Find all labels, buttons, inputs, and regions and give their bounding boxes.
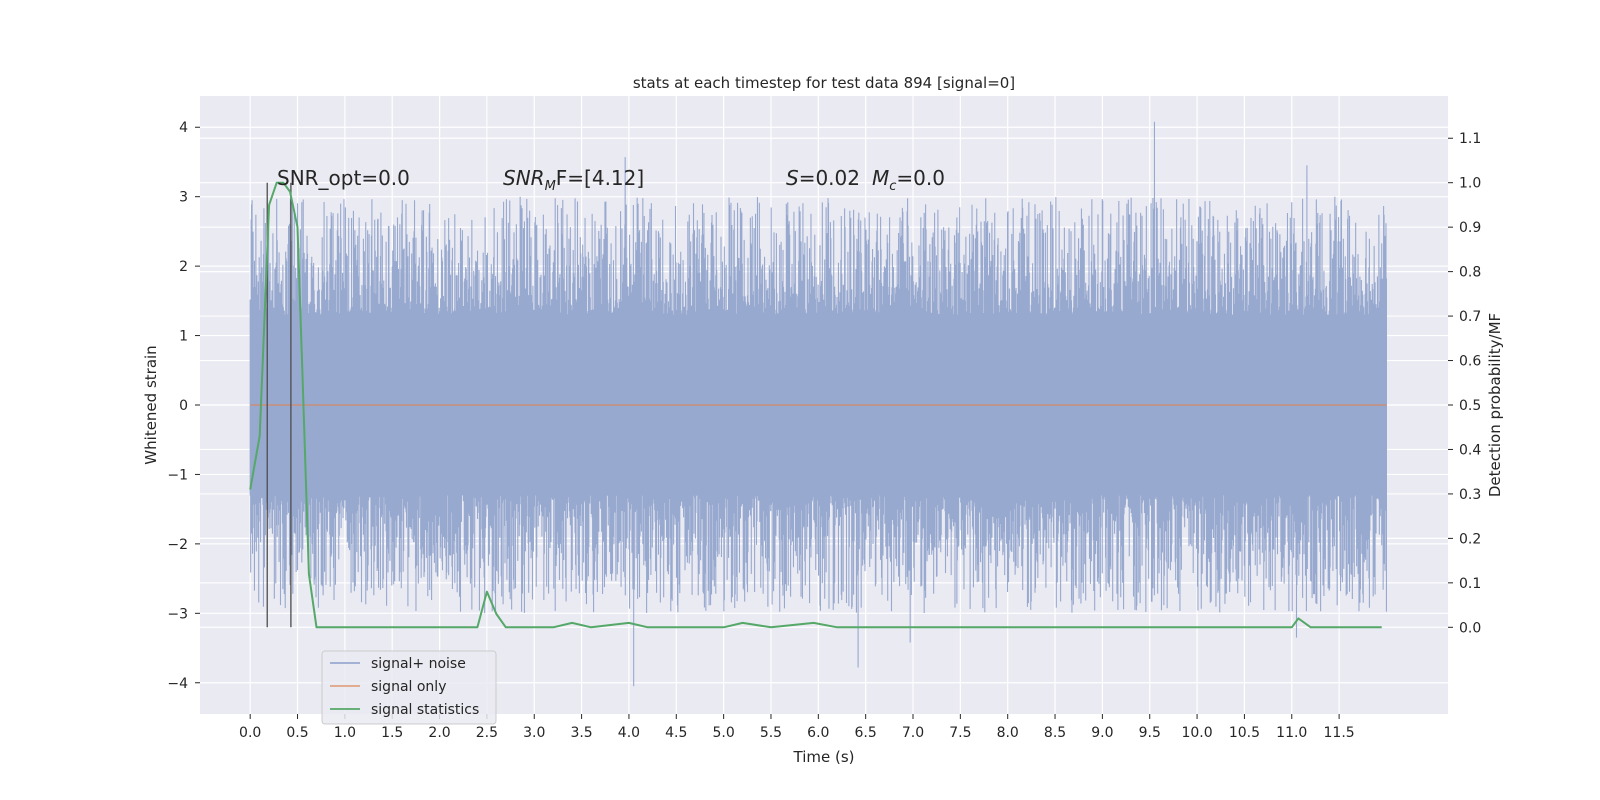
y2-axis-title: Detection probability/MF [1486,313,1504,497]
y-tick-label: 2 [179,259,188,275]
noise-trace [249,121,1387,687]
axis-ticks: 0.0 0.5 1.0 1.5 2.0 2.5 3.0 3.5 4.0 4.5 5.0 5.5 6.0 6… [167,120,1481,741]
y2-tick-label: 0.5 [1459,398,1481,414]
x-tick-label: 7.0 [902,725,924,741]
x-tick-label: 2.5 [476,725,498,741]
x-tick-label: 4.0 [618,725,640,741]
x-tick-label: 2.0 [428,725,450,741]
x-tick-label: 8.5 [1044,725,1066,741]
y2-tick-label: 0.3 [1459,487,1481,503]
signal-statistics-series [249,181,1382,629]
legend-label-signal-statistics: signal statistics [371,702,479,718]
y2-tick-label: 0.0 [1459,620,1481,636]
y2-tick-label: 0.8 [1459,265,1481,281]
x-tick-label: 6.5 [855,725,877,741]
legend-label-signal-noise: signal+ noise [371,656,466,672]
x-tick-label: 9.0 [1091,725,1113,741]
y-tick-label: 4 [179,120,188,136]
legend-box [321,650,497,725]
x-tick-label: 7.5 [949,725,971,741]
y-tick-label: 3 [179,190,188,206]
y2-tick-label: 1.0 [1459,176,1481,192]
legend-label-signal-only: signal only [371,679,446,695]
x-tick-label: 6.0 [807,725,829,741]
annotation-snr-mf: SNRMF=[4.12] [503,166,644,194]
x-tick-label: 3.5 [570,725,592,741]
y-tick-label: −2 [167,537,188,553]
chart-title: stats at each timestep for test data 894… [633,74,1015,92]
x-tick-label: 0.5 [286,725,308,741]
x-tick-label: 11.5 [1324,725,1355,741]
x-tick-label: 9.5 [1139,725,1161,741]
x-tick-label: 5.0 [712,725,734,741]
annotation-snr-opt: SNR_opt=0.0 [277,166,410,190]
y2-tick-label: 0.4 [1459,442,1481,458]
y-tick-label: −3 [167,606,188,622]
y-axis-title: Whitened strain [142,345,160,464]
x-tick-label: 4.5 [665,725,687,741]
y2-tick-label: 0.9 [1459,220,1481,236]
y-tick-label: 1 [179,329,188,345]
x-tick-label: 11.0 [1276,725,1307,741]
y2-tick-label: 0.1 [1459,576,1481,592]
signal-statistics-line [249,181,1382,629]
y-tick-label: −1 [167,467,188,483]
x-tick-label: 1.0 [334,725,356,741]
y-tick-label: 0 [179,398,188,414]
x-tick-label: 1.5 [381,725,403,741]
x-tick-label: 10.5 [1229,725,1260,741]
x-tick-label: 3.0 [523,725,545,741]
x-tick-label: 5.5 [760,725,782,741]
x-tick-label: 0.0 [239,725,261,741]
y2-tick-label: 0.7 [1459,309,1481,325]
y-tick-label: −4 [167,676,188,692]
y2-tick-label: 1.1 [1459,131,1481,147]
annotation-s-mc: S=0.02 Mc=0.0 [786,166,945,194]
x-axis-title: Time (s) [793,748,855,766]
x-tick-label: 10.0 [1181,725,1212,741]
x-tick-label: 8.0 [997,725,1019,741]
y2-tick-label: 0.6 [1459,354,1481,370]
y2-tick-label: 0.2 [1459,531,1481,547]
legend: signal+ noise signal only signal statist… [321,650,497,725]
